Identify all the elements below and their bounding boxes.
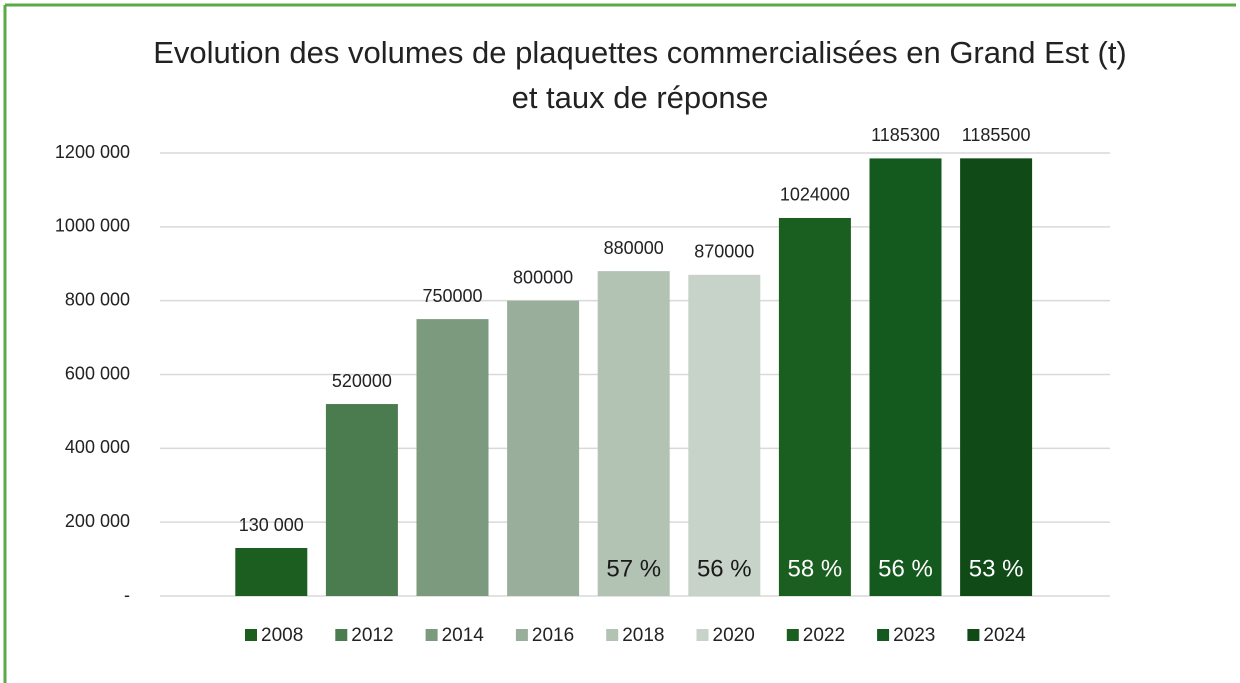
data-label: 130 000: [239, 515, 304, 535]
y-tick-label: 800 000: [65, 289, 130, 309]
data-label: 870000: [694, 242, 754, 262]
bar: [688, 274, 761, 596]
bar: [325, 404, 398, 596]
data-label: 1024000: [780, 185, 850, 205]
legend-swatch: [786, 629, 799, 641]
response-rate: 56 %: [878, 555, 933, 582]
legend-swatch: [696, 629, 709, 641]
response-rate: 56 %: [697, 555, 752, 582]
y-tick-label: 400 000: [65, 437, 130, 457]
response-rate: 57 %: [606, 555, 661, 582]
legend-label: 2020: [713, 625, 755, 646]
legend-swatch: [245, 629, 257, 641]
data-label: 880000: [604, 238, 664, 258]
chart-title: Evolution des volumes de plaquettes comm…: [153, 35, 1127, 115]
data-label: 800000: [513, 267, 573, 287]
data-label: 1185500: [962, 125, 1031, 145]
legend-label: 2024: [983, 625, 1026, 646]
legend-swatch: [425, 629, 438, 641]
y-tick-label: 1000 000: [55, 216, 130, 236]
response-rate: 53 %: [969, 555, 1024, 582]
legend-swatch: [515, 629, 528, 641]
bar: [416, 319, 489, 596]
bar: [235, 548, 308, 596]
legend-label: 2018: [622, 625, 664, 646]
legend-label: 2012: [351, 625, 393, 646]
legend-swatch: [606, 629, 619, 641]
y-tick-label: 1200 000: [55, 142, 130, 162]
y-tick-label: 200 000: [65, 511, 130, 531]
y-tick-label: -: [124, 585, 130, 605]
legend-label: 2016: [532, 625, 574, 646]
data-label: 520000: [332, 371, 392, 391]
legend-swatch: [877, 629, 890, 641]
data-label: 750000: [422, 286, 482, 306]
bar: [778, 217, 851, 596]
legend-label: 2014: [442, 625, 485, 646]
y-tick-label: 600 000: [65, 363, 130, 383]
bar: [507, 300, 580, 596]
bar: [960, 158, 1033, 597]
legend-label: 2008: [261, 625, 303, 646]
legend-label: 2022: [803, 625, 845, 646]
bar: [597, 271, 670, 596]
legend-swatch: [967, 629, 980, 641]
bar: [869, 158, 942, 596]
data-label: 1185300: [871, 125, 940, 145]
legend-label: 2023: [893, 625, 935, 646]
legend-swatch: [335, 629, 348, 641]
response-rate: 58 %: [788, 555, 843, 582]
